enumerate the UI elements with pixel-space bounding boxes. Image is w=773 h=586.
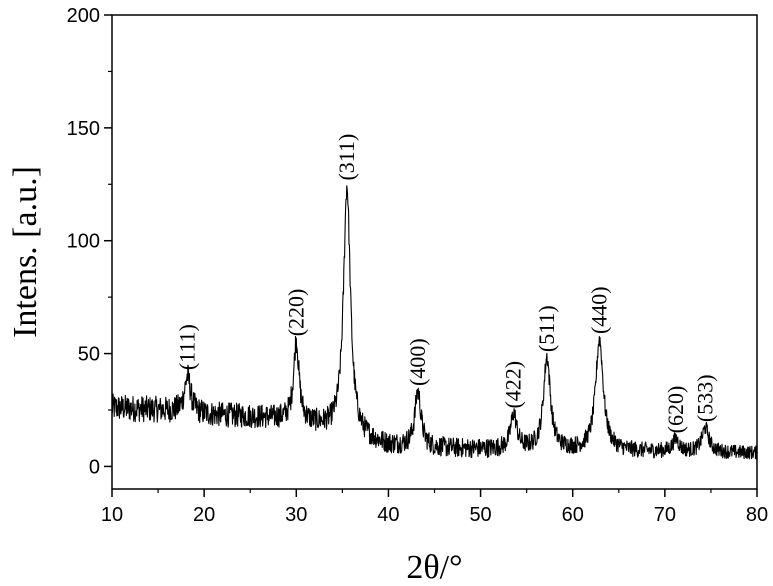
peak-label: (311) [334,134,359,181]
peak-label: (440) [586,286,611,334]
x-tick-label: 30 [285,504,307,526]
x-tick-label: 70 [654,504,676,526]
y-tick-label: 0 [89,456,100,478]
y-axis-ticks: 0 50 100 150 200 [67,5,112,478]
x-tick-label: 80 [746,504,768,526]
peak-labels: (111) (220) (311) (400) (422) (511) (440) (620)… [175,134,718,434]
peak-label: (111) [175,324,200,370]
x-tick-label: 50 [469,504,491,526]
plot-area [111,14,758,490]
x-tick-label: 20 [193,504,215,526]
x-tick-label: 10 [101,504,123,526]
peak-label: (620) [663,386,688,434]
xrd-pattern-line [111,185,758,460]
x-tick-label: 40 [377,504,399,526]
peak-label: (511) [534,305,559,352]
peak-label: (533) [692,374,717,422]
y-tick-label: 200 [67,5,100,27]
x-tick-label: 60 [562,504,584,526]
peak-label: (400) [405,338,430,386]
y-tick-label: 100 [67,231,100,253]
peak-label: (220) [283,289,308,337]
x-axis-ticks: 10 20 30 40 50 60 70 80 [101,489,768,526]
peak-label: (422) [501,361,526,409]
y-tick-label: 50 [78,344,100,366]
plot-frame [111,14,758,490]
y-tick-label: 150 [67,118,100,140]
x-axis-title: 2θ/° [406,549,462,586]
y-axis-title: Intens. [a.u.] [7,166,44,338]
